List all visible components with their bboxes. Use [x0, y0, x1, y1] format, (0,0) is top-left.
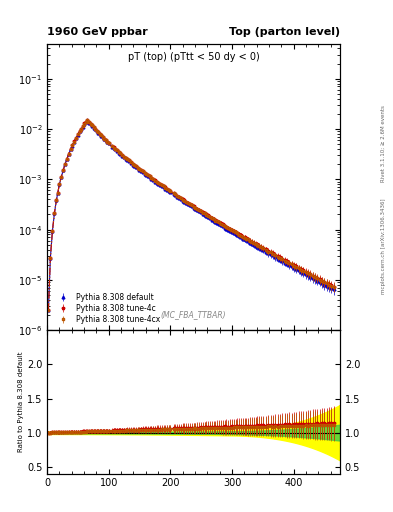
Text: 1960 GeV ppbar: 1960 GeV ppbar [47, 27, 148, 37]
Text: (MC_FBA_TTBAR): (MC_FBA_TTBAR) [161, 310, 226, 319]
Text: Rivet 3.1.10; ≥ 2.6M events: Rivet 3.1.10; ≥ 2.6M events [381, 105, 386, 182]
Text: mcplots.cern.ch [arXiv:1306.3436]: mcplots.cern.ch [arXiv:1306.3436] [381, 198, 386, 293]
Legend: Pythia 8.308 default, Pythia 8.308 tune-4c, Pythia 8.308 tune-4cx: Pythia 8.308 default, Pythia 8.308 tune-… [51, 290, 163, 327]
Y-axis label: Ratio to Pythia 8.308 default: Ratio to Pythia 8.308 default [18, 352, 24, 452]
Text: pT (top) (pTtt < 50 dy < 0): pT (top) (pTtt < 50 dy < 0) [128, 52, 259, 62]
Text: Top (parton level): Top (parton level) [229, 27, 340, 37]
